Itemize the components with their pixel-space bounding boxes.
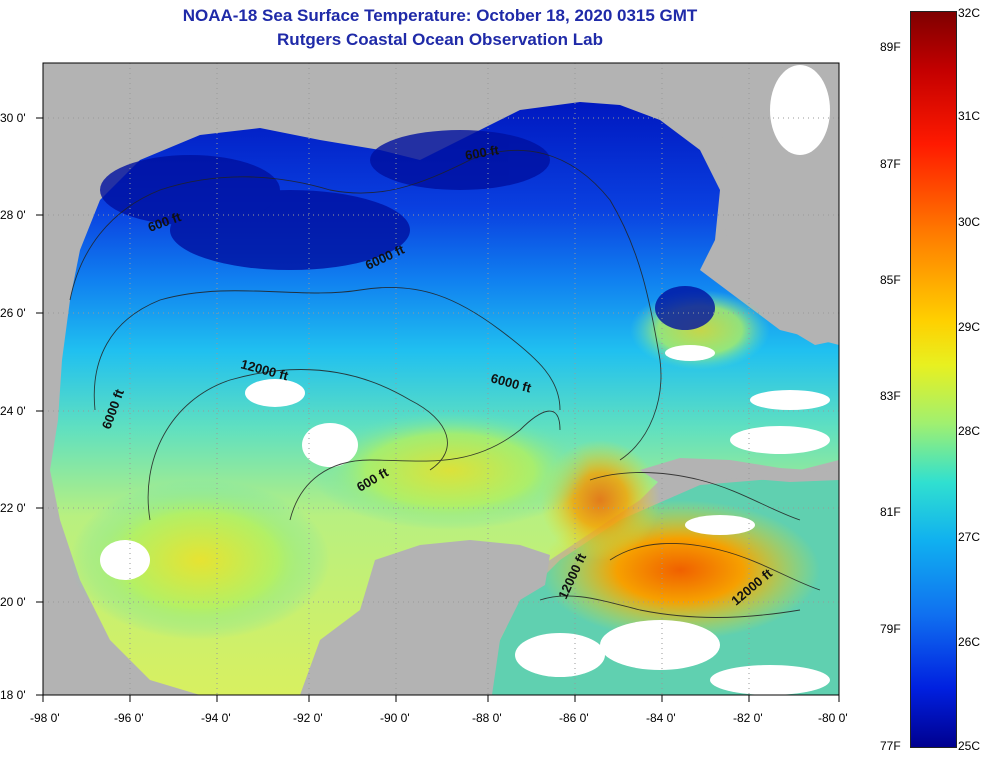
y-tick-label: 30 0' xyxy=(0,111,26,125)
tick-marks xyxy=(36,117,840,702)
colorbar-celsius-label: 30C xyxy=(958,215,981,229)
temperature-colorbar xyxy=(910,11,957,748)
colorbar-celsius-label: 25C xyxy=(958,739,981,753)
y-tick-label: 28 0' xyxy=(0,208,26,222)
x-tick-label: -82 0' xyxy=(733,711,763,725)
land-cuba xyxy=(640,458,839,490)
y-tick-label: 20 0' xyxy=(0,595,26,609)
warm-patch-central-gulf xyxy=(310,410,590,530)
y-tick-label: 22 0' xyxy=(0,501,26,515)
graticule xyxy=(43,63,839,695)
contour-label: 600 ft xyxy=(464,142,501,163)
colorbar-celsius-label: 27C xyxy=(958,530,981,544)
x-tick-label: -84 0' xyxy=(646,711,676,725)
colorbar-celsius-label: 32C xyxy=(958,6,981,20)
colorbar-celsius-label: 28C xyxy=(958,424,981,438)
plot-frame xyxy=(42,62,840,696)
map-title: NOAA-18 Sea Surface Temperature: October… xyxy=(182,6,698,25)
depth-contours xyxy=(69,149,821,618)
map-subtitle: Rutgers Coastal Ocean Observation Lab xyxy=(277,30,603,49)
colorbar-fahrenheit-label: 79F xyxy=(880,622,901,636)
colorbar-fahrenheit-label: 81F xyxy=(880,505,901,519)
x-tick-label: -80 0' xyxy=(818,711,848,725)
y-tick-label: 18 0' xyxy=(0,688,26,702)
x-tick-label: -96 0' xyxy=(114,711,144,725)
colorbar-fahrenheit-label: 89F xyxy=(880,40,901,54)
x-tick-label: -90 0' xyxy=(380,711,410,725)
x-tick-label: -98 0' xyxy=(30,711,60,725)
x-tick-label: -94 0' xyxy=(201,711,231,725)
cold-pockets xyxy=(100,130,715,330)
y-tick-label: 26 0' xyxy=(0,306,26,320)
x-tick-label: -86 0' xyxy=(559,711,589,725)
x-tick-label: -88 0' xyxy=(472,711,502,725)
colorbar-fahrenheit-label: 77F xyxy=(880,739,901,753)
warm-patch-west-gulf xyxy=(70,480,330,640)
cloud-masks xyxy=(100,65,830,695)
colorbar-celsius-label: 26C xyxy=(958,635,981,649)
y-tick-label: 24 0' xyxy=(0,404,26,418)
colorbar-celsius-label: 29C xyxy=(958,320,981,334)
colorbar-fahrenheit-label: 85F xyxy=(880,273,901,287)
colorbar-celsius-label: 31C xyxy=(958,109,981,123)
colorbar-fahrenheit-label: 83F xyxy=(880,389,901,403)
x-tick-label: -92 0' xyxy=(293,711,323,725)
colorbar-fahrenheit-label: 87F xyxy=(880,157,901,171)
